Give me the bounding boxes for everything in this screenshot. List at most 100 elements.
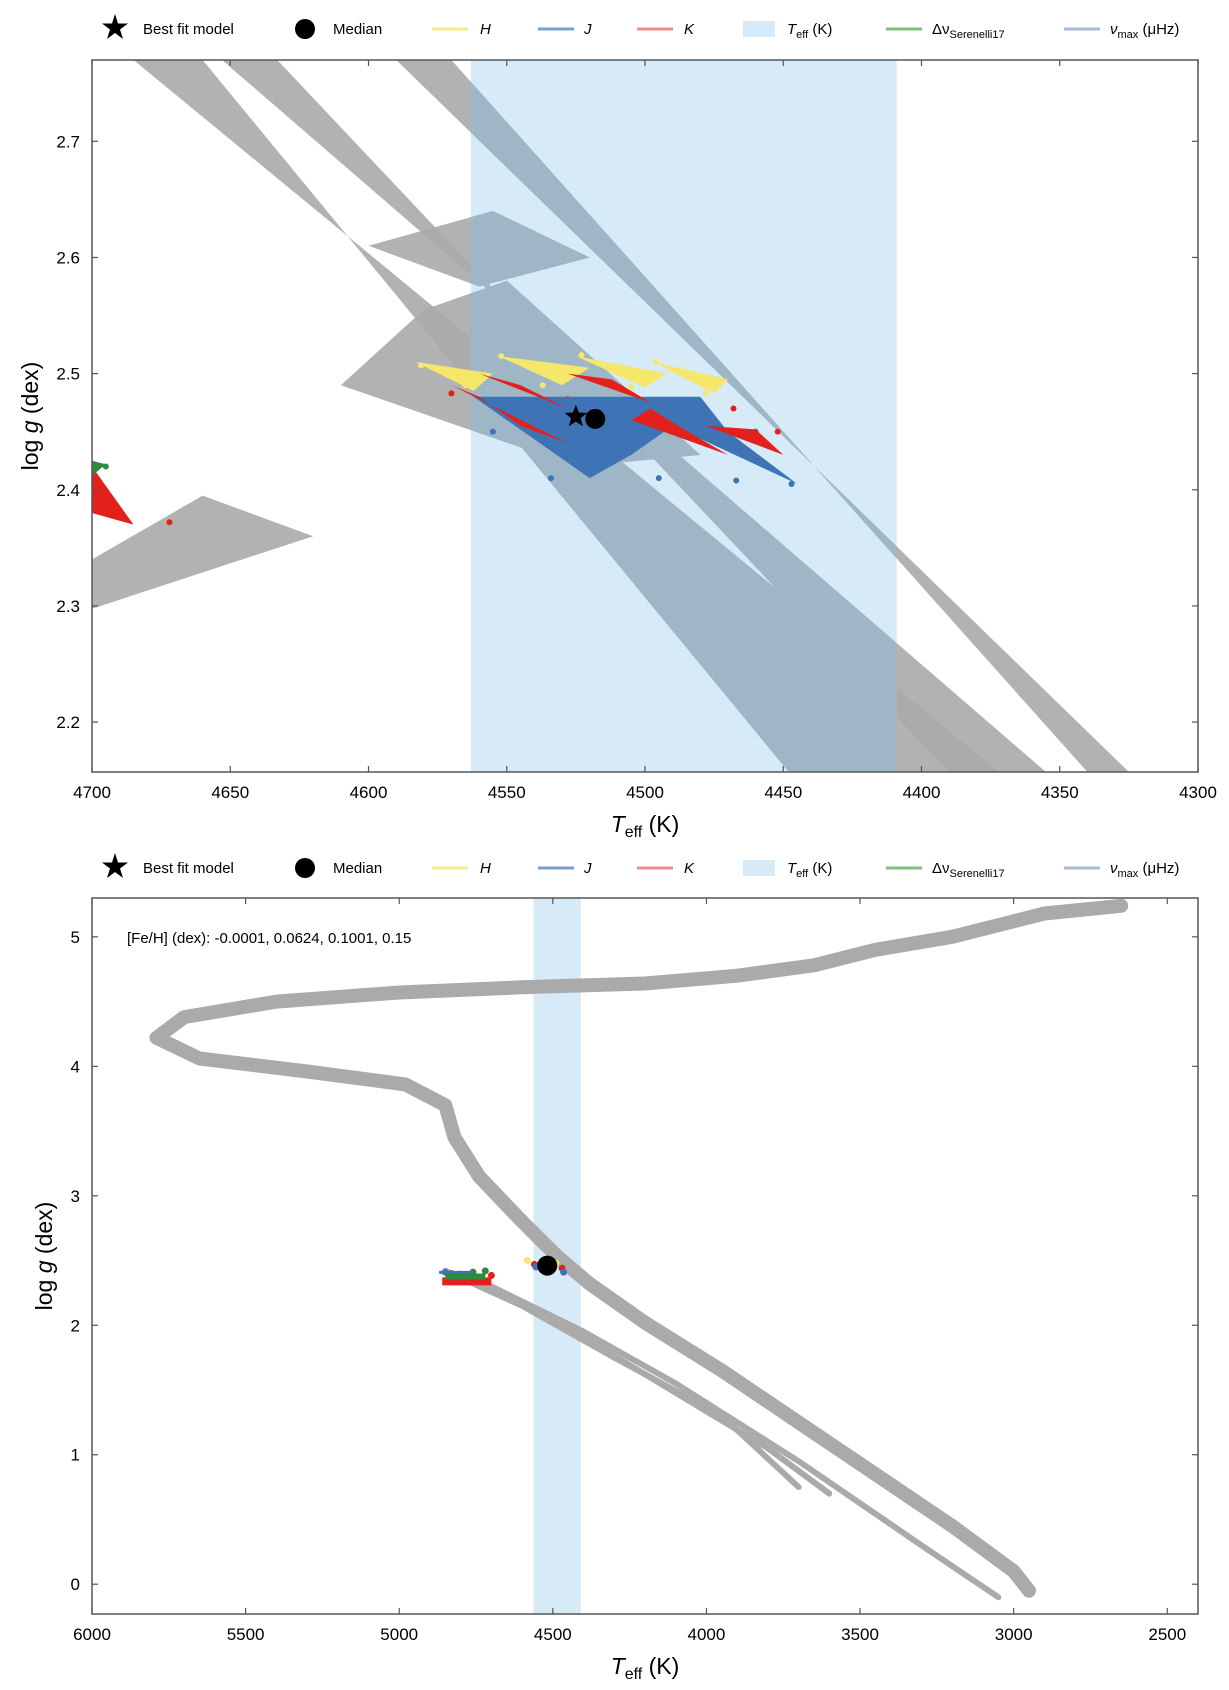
circle-marker-icon — [295, 19, 315, 39]
star-marker-icon — [102, 853, 128, 878]
x-tick-label: 2500 — [1148, 1625, 1186, 1644]
legend-median-entry: Median — [295, 858, 382, 878]
y-tick-label: 2.2 — [56, 713, 80, 732]
legend-J-entry: J — [538, 860, 592, 877]
best-fit-star-marker — [536, 1256, 554, 1273]
best-fit-star-marker — [564, 404, 588, 427]
constraint-wedge — [92, 460, 106, 476]
x-axis-label-top: Teff (K) — [611, 811, 680, 841]
y-tick-label: 4 — [71, 1057, 80, 1076]
constraint-wedge — [705, 425, 784, 455]
clump-K-strip — [442, 1277, 492, 1286]
data-point — [487, 1271, 495, 1279]
data-point — [448, 390, 455, 397]
median-marker — [585, 408, 606, 429]
x-tick-label: 4650 — [211, 783, 249, 802]
y-axis-label-top: log g (dex) — [17, 362, 43, 471]
legend-K-entry: K — [637, 860, 695, 877]
y-tick-label: 2 — [71, 1316, 80, 1335]
x-tick-label: 4550 — [488, 783, 526, 802]
axis-ticks-top: 4700 4650 4600 4550 4500 4450 4400 4350 4300 2.2 2… — [56, 60, 1217, 802]
data-point — [774, 428, 781, 435]
legend-numax-label: νmax (μHz) — [1110, 21, 1179, 41]
constraint-wedge — [451, 385, 568, 444]
legend-numax-entry: νmax (μHz) — [1064, 21, 1179, 41]
data-point — [166, 519, 173, 526]
data-point — [523, 1257, 531, 1265]
y-tick-label: 0 — [71, 1575, 80, 1594]
legend-numax-entry: νmax (μHz) — [1064, 860, 1179, 880]
plot-frame-bottom — [91, 897, 1199, 1615]
constraint-wedge — [631, 408, 728, 455]
legend-dnu-label: ΔνSerenelli17 — [932, 860, 1005, 880]
x-tick-label: 3500 — [841, 1625, 879, 1644]
legend-dnu-entry: ΔνSerenelli17 — [886, 21, 1005, 41]
y-tick-label: 5 — [71, 928, 80, 947]
constraint-wedge — [575, 356, 668, 388]
isochrone-track — [92, 495, 314, 618]
x-tick-label: 4300 — [1179, 783, 1217, 802]
legend-teff-swatch — [743, 860, 775, 876]
y-tick-label: 2.4 — [56, 481, 80, 500]
x-axis-label-bottom: Teff (K) — [611, 1653, 680, 1683]
feh-annotation: [Fe/H] (dex): -0.0001, 0.0624, 0.1001, 0… — [127, 930, 411, 947]
y-tick-label: 3 — [71, 1187, 80, 1206]
chart-bottom: 6000 5500 5000 4500 4000 3500 3000 2500 0 1 2 3 4 5 [… — [31, 897, 1199, 1683]
legend-best-fit-label: Best fit model — [143, 860, 234, 877]
constraint-wedge — [415, 362, 493, 391]
legend-best-fit-entry: Best fit model — [102, 853, 234, 878]
legend-K-label: K — [684, 860, 695, 877]
legend-median-label: Median — [333, 860, 382, 877]
legend-top: Best fit model Median H J K Teff (K) ΔνS… — [102, 14, 1179, 41]
constraint-wedge — [567, 373, 651, 403]
legend-dnu-label: ΔνSerenelli17 — [932, 21, 1005, 41]
y-tick-label: 2.3 — [56, 597, 80, 616]
circle-marker-icon — [295, 858, 315, 878]
legend-median-label: Median — [333, 21, 382, 38]
legend-K-label: K — [684, 21, 695, 38]
data-point — [702, 390, 709, 397]
data-point — [539, 382, 546, 389]
isochrone-track — [149, 898, 1129, 1598]
x-tick-label: 5500 — [227, 1625, 265, 1644]
x-tick-label: 5000 — [380, 1625, 418, 1644]
x-tick-label: 4700 — [73, 783, 111, 802]
y-axis-label-bottom: log g (dex) — [31, 1202, 57, 1311]
legend-teff-entry: Teff (K) — [743, 860, 832, 880]
legend-best-fit-label: Best fit model — [143, 21, 234, 38]
constraint-wedge — [498, 356, 590, 386]
legend-teff-swatch — [743, 21, 775, 37]
legend-best-fit-entry: Best fit model — [102, 14, 234, 39]
x-tick-label: 4000 — [688, 1625, 726, 1644]
axis-ticks-bottom: 6000 5500 5000 4500 4000 3500 3000 2500 0 1 2 3 4 5 — [71, 898, 1198, 1644]
legend-H-label: H — [480, 860, 491, 877]
plot-area-bottom — [149, 898, 1129, 1614]
data-point — [628, 384, 635, 391]
track-band-overlap — [470, 81, 897, 559]
legend-J-label: J — [583, 21, 592, 38]
y-tick-label: 2.7 — [56, 132, 80, 151]
data-point — [730, 405, 737, 412]
constraint-wedge — [473, 396, 798, 484]
legend-J-label: J — [583, 860, 592, 877]
constraint-wedge — [653, 362, 728, 394]
y-tick-label: 2.5 — [56, 365, 80, 384]
legend-J-entry: J — [538, 21, 592, 38]
clump-J-strip — [439, 1270, 473, 1274]
legend-H-entry: H — [432, 860, 491, 877]
x-tick-label: 4400 — [903, 783, 941, 802]
y-tick-label: 1 — [71, 1446, 80, 1465]
legend-median-entry: Median — [295, 19, 382, 39]
x-tick-label: 4600 — [350, 783, 388, 802]
x-tick-label: 3000 — [995, 1625, 1033, 1644]
x-tick-label: 4450 — [764, 783, 802, 802]
data-point — [655, 475, 662, 482]
isochrone-branch — [488, 1283, 1002, 1601]
data-point — [788, 480, 795, 487]
x-tick-label: 6000 — [73, 1625, 111, 1644]
clump-dnu-strip — [445, 1273, 486, 1280]
legend-teff-label: Teff (K) — [787, 21, 832, 41]
legend-K-entry: K — [637, 21, 695, 38]
data-point — [733, 477, 740, 484]
data-point — [547, 475, 554, 482]
